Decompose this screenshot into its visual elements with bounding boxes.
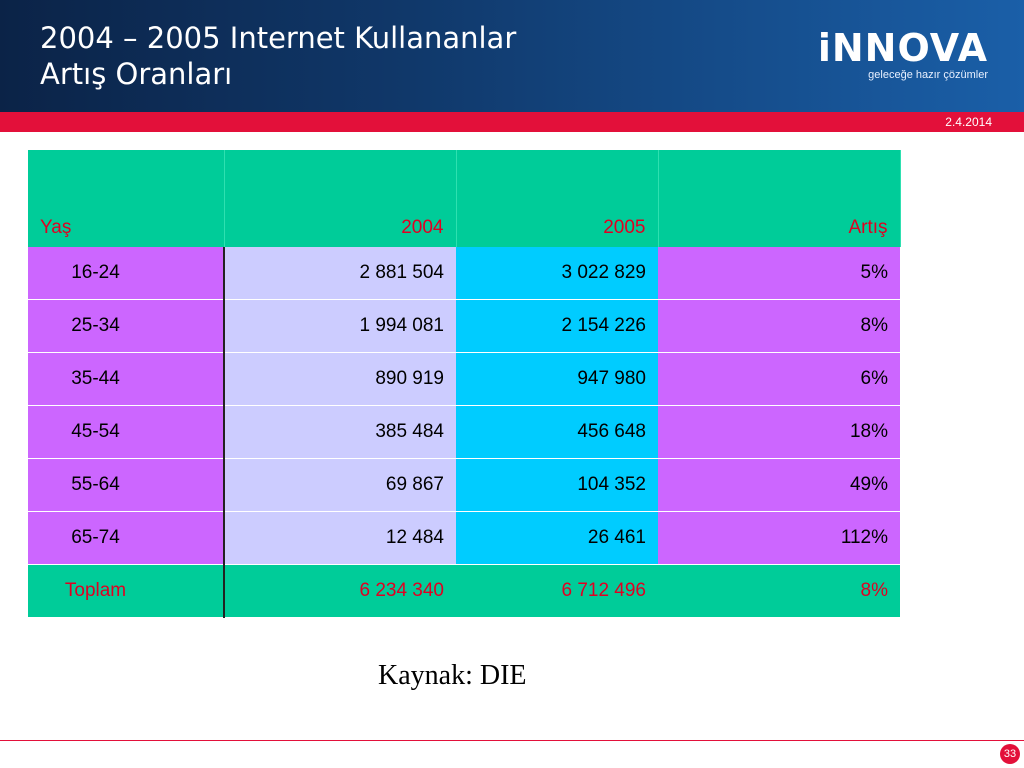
total-label-cell: Toplam [28, 564, 225, 618]
table-row: 35-44 890 919 947 980 6% [28, 352, 900, 406]
value-2005-cell: 947 980 [456, 352, 658, 406]
value-2005-cell: 3 022 829 [456, 247, 658, 300]
value-2004-cell: 890 919 [224, 352, 456, 406]
table-row: 45-54 385 484 456 648 18% [28, 405, 900, 459]
table-total-row: Toplam 6 234 340 6 712 496 8% [28, 564, 900, 618]
value-2004-cell: 2 881 504 [224, 247, 456, 300]
value-2005-cell: 104 352 [456, 458, 658, 512]
age-cell: 16-24 [28, 247, 225, 300]
increase-cell: 18% [658, 405, 900, 459]
source-note: Kaynak: DIE [378, 660, 527, 691]
age-cell: 45-54 [28, 405, 225, 459]
logo-tagline: geleceğe hazır çözümler [868, 69, 988, 81]
header-increase: Artış [658, 150, 901, 247]
title-line-1: 2004 – 2005 Internet Kullananlar [40, 21, 517, 55]
value-2004-cell: 69 867 [224, 458, 456, 512]
table-row: 16-24 2 881 504 3 022 829 5% [28, 247, 900, 300]
header-2005: 2005 [456, 150, 659, 247]
date-bar [0, 112, 1024, 132]
age-cell: 25-34 [28, 299, 225, 353]
total-increase-cell: 8% [658, 564, 900, 618]
logo-wordmark: iNNOVA [817, 26, 988, 70]
increase-cell: 5% [658, 247, 900, 300]
increase-cell: 8% [658, 299, 900, 353]
increase-cell: 112% [658, 511, 900, 565]
value-2005-cell: 456 648 [456, 405, 658, 459]
table-header-row: Yaş 2004 2005 Artış [28, 150, 901, 247]
table-row: 25-34 1 994 081 2 154 226 8% [28, 299, 900, 353]
title-line-2: Artış Oranları [40, 57, 233, 91]
footer-line [0, 740, 1024, 741]
age-cell: 35-44 [28, 352, 225, 406]
page-title: 2004 – 2005 Internet Kullananlar Artış O… [40, 20, 516, 92]
total-2005-cell: 6 712 496 [456, 564, 658, 618]
age-cell: 55-64 [28, 458, 225, 512]
age-cell: 65-74 [28, 511, 225, 565]
table-row: 65-74 12 484 26 461 112% [28, 511, 900, 565]
value-2004-cell: 12 484 [224, 511, 456, 565]
header-band: 2004 – 2005 Internet Kullananlar Artış O… [0, 0, 1024, 112]
page-number-badge: 33 [1000, 744, 1020, 764]
internet-users-table: Yaş 2004 2005 Artış 16-24 2 881 504 3 02… [28, 150, 901, 618]
value-2005-cell: 2 154 226 [456, 299, 658, 353]
header-2004: 2004 [224, 150, 457, 247]
value-2004-cell: 385 484 [224, 405, 456, 459]
innova-logo: iNNOVA geleceğe hazır çözümler [818, 28, 988, 82]
table-row: 55-64 69 867 104 352 49% [28, 458, 900, 512]
slide-date: 2.4.2014 [945, 115, 992, 129]
header-age: Yaş [28, 150, 225, 247]
increase-cell: 49% [658, 458, 900, 512]
increase-cell: 6% [658, 352, 900, 406]
value-2005-cell: 26 461 [456, 511, 658, 565]
total-2004-cell: 6 234 340 [224, 564, 456, 618]
value-2004-cell: 1 994 081 [224, 299, 456, 353]
